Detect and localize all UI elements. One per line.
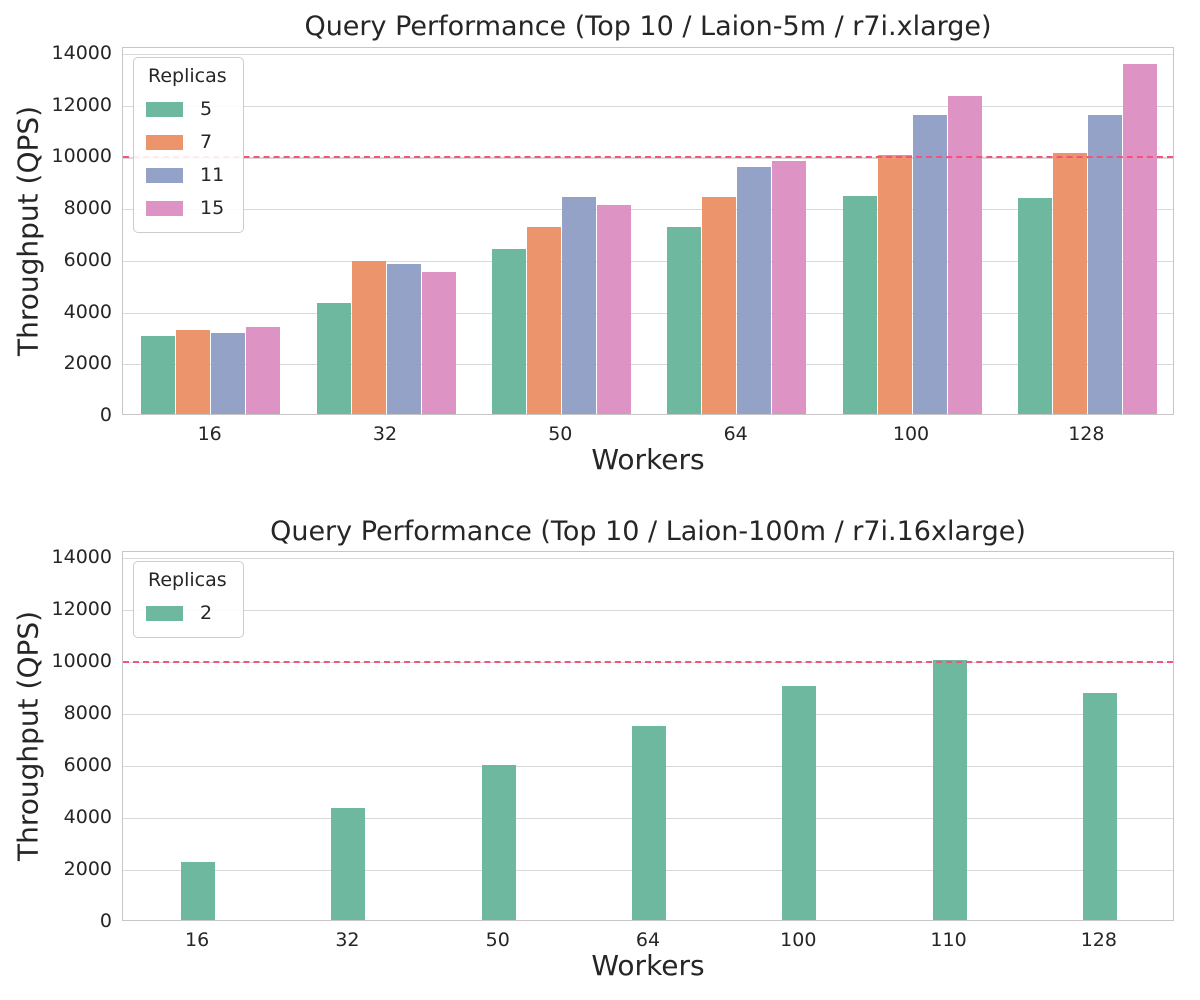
bar-replicas-5-workers-16 [141, 336, 176, 414]
y-tick-label: 0 [99, 404, 112, 426]
grid-line [123, 558, 1173, 560]
x-tick-label: 16 [197, 423, 222, 445]
x-tick-label: 64 [723, 423, 748, 445]
legend-item: 15 [146, 197, 227, 219]
legend-item: 7 [146, 131, 227, 153]
y-tick-label: 4000 [63, 300, 112, 323]
bar-replicas-11-workers-100 [912, 115, 947, 414]
grid-line [123, 312, 1173, 314]
bar-replicas-5-workers-50 [491, 248, 526, 414]
bar-replicas-2-workers-100 [782, 686, 817, 920]
bar-replicas-5-workers-64 [667, 226, 702, 414]
bar-replicas-2-workers-128 [1082, 692, 1117, 920]
legend-item-label: 11 [200, 164, 225, 186]
legend-swatch-icon [146, 200, 183, 216]
plot-area [122, 551, 1174, 921]
grid-line [123, 364, 1173, 366]
bar-replicas-7-workers-32 [351, 261, 386, 414]
legend-title: Replicas [148, 569, 227, 591]
y-tick-label: 8000 [63, 702, 112, 724]
legend-item-label: 2 [200, 602, 213, 624]
y-tick-label: 2000 [63, 858, 112, 880]
y-tick-label: 12000 [51, 93, 112, 116]
y-tick-label: 8000 [63, 197, 112, 220]
y-tick-label: 6000 [63, 754, 112, 776]
x-tick-label: 128 [1068, 423, 1105, 445]
reference-line-10000 [123, 661, 1173, 663]
bar-replicas-5-workers-100 [842, 195, 877, 414]
legend-swatch-icon [146, 134, 183, 150]
bar-replicas-2-workers-64 [632, 726, 666, 920]
chart-top-laion-5m: Query Performance (Top 10 / Laion-5m / r… [12, 11, 1174, 476]
bar-replicas-15-workers-50 [596, 204, 631, 414]
bar-replicas-2-workers-110 [932, 660, 967, 920]
bar-replicas-11-workers-64 [737, 167, 772, 414]
legend: Replicas 2 [133, 561, 244, 638]
x-tick-label: 128 [1080, 929, 1117, 951]
legend-swatch-icon [146, 101, 183, 117]
bar-replicas-7-workers-128 [1052, 152, 1087, 414]
x-tick-label: 32 [335, 929, 360, 951]
x-tick-label: 32 [372, 423, 398, 445]
x-tick-label: 110 [930, 929, 967, 951]
y-tick-label: 6000 [63, 248, 112, 271]
legend-item: 11 [146, 164, 227, 186]
legend-item-label: 15 [200, 197, 225, 219]
bar-replicas-7-workers-64 [702, 196, 737, 414]
bar-replicas-2-workers-16 [181, 861, 216, 920]
legend-item-label: 7 [200, 131, 213, 153]
grid-line [123, 610, 1173, 612]
x-tick-label: 100 [780, 929, 817, 951]
bar-replicas-15-workers-16 [246, 327, 281, 414]
grid-line [123, 260, 1173, 263]
x-tick-label: 50 [548, 423, 573, 445]
y-tick-label: 14000 [51, 546, 112, 568]
y-tick-label: 0 [99, 910, 112, 932]
legend-swatch-icon [146, 167, 183, 183]
bar-replicas-11-workers-32 [386, 264, 421, 414]
y-tick-label: 4000 [63, 806, 112, 828]
reference-line-10000 [123, 156, 1173, 159]
bar-replicas-15-workers-32 [421, 271, 456, 414]
legend-swatch-icon [146, 605, 183, 621]
chart-bottom-laion-100m: Query Performance (Top 10 / Laion-100m /… [0, 500, 1200, 1000]
x-axis-label: Workers [591, 949, 705, 982]
bar-replicas-2-workers-32 [331, 808, 366, 920]
grid-line [123, 105, 1173, 107]
bar-replicas-15-workers-128 [1122, 63, 1157, 414]
bar-replicas-5-workers-128 [1017, 198, 1052, 414]
bar-replicas-15-workers-100 [947, 95, 982, 414]
bar-replicas-15-workers-64 [772, 160, 807, 414]
bar-replicas-7-workers-50 [526, 226, 561, 414]
chart-title: Query Performance (Top 10 / Laion-100m /… [270, 516, 1026, 547]
legend-item: 5 [146, 98, 227, 120]
legend-title: Replicas [148, 65, 227, 87]
bar-replicas-7-workers-100 [877, 155, 912, 414]
x-axis-label: Workers [591, 443, 705, 476]
y-tick-label: 12000 [51, 598, 112, 620]
x-tick-label: 100 [892, 423, 930, 445]
x-tick-label: 64 [635, 929, 661, 951]
grid-line [123, 54, 1173, 56]
grid-line [123, 209, 1173, 211]
plot-area [122, 47, 1174, 415]
bar-replicas-7-workers-16 [176, 329, 211, 414]
chart-title: Query Performance (Top 10 / Laion-5m / r… [304, 11, 992, 42]
y-tick-label: 10000 [51, 145, 112, 168]
y-tick-label: 10000 [51, 650, 112, 672]
x-tick-label: 50 [485, 929, 510, 951]
y-tick-label: 2000 [63, 352, 112, 375]
bar-replicas-11-workers-50 [561, 196, 596, 414]
legend: Replicas 5 7 11 15 [133, 57, 244, 233]
legend-item-label: 5 [200, 98, 213, 120]
y-tick-label: 14000 [51, 42, 112, 64]
bar-replicas-11-workers-128 [1087, 115, 1122, 414]
x-tick-label: 16 [185, 929, 210, 951]
bar-replicas-11-workers-16 [211, 332, 246, 414]
bar-replicas-5-workers-32 [316, 302, 351, 414]
grid-line [123, 714, 1173, 716]
legend-item: 2 [146, 602, 227, 624]
bar-replicas-2-workers-50 [481, 765, 516, 920]
